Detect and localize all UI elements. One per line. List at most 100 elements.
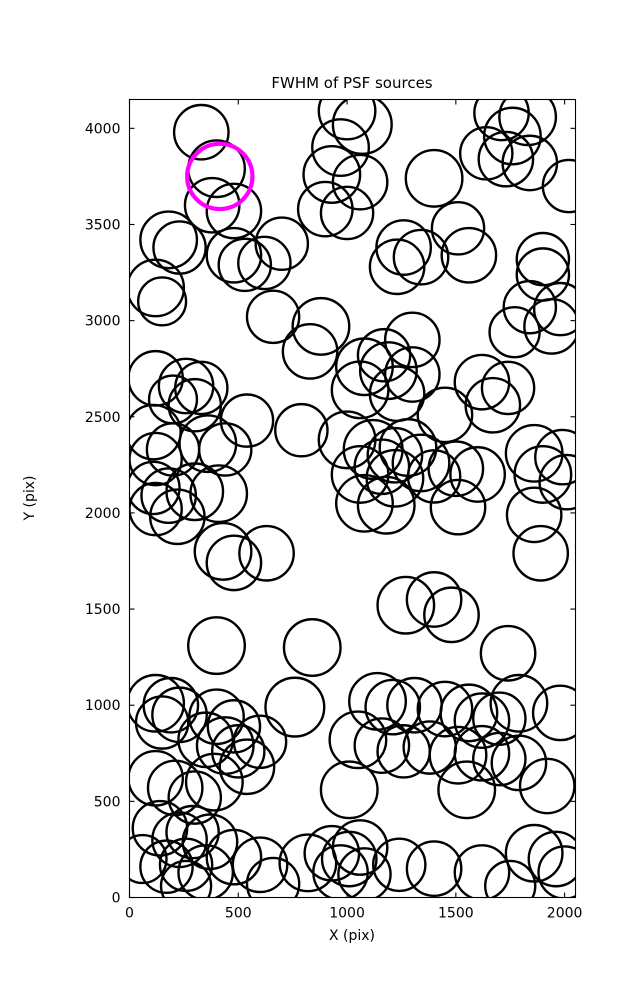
psf-source-circle	[427, 440, 485, 498]
psf-source-circle	[129, 460, 181, 516]
psf-source-circle	[515, 231, 571, 287]
axes-border	[128, 98, 577, 899]
y-tick-label: 2500	[85, 410, 121, 426]
psf-source-circle	[366, 426, 424, 484]
psf-source-circle	[453, 844, 511, 898]
psf-source-circle	[404, 148, 464, 208]
x-tick-label: 1000	[329, 906, 365, 922]
psf-source-circle	[129, 258, 186, 318]
psf-source-circle	[392, 228, 450, 286]
psf-source-circle	[505, 486, 563, 544]
selected-source-circle	[185, 141, 255, 212]
psf-source-circle	[319, 760, 379, 820]
y-axis-label: Y (pix)	[22, 476, 38, 522]
psf-source-circle	[302, 145, 362, 204]
psf-source-circle	[482, 106, 542, 166]
psf-source-circle	[330, 444, 390, 504]
psf-source-circle	[515, 247, 571, 302]
psf-source-circle	[375, 219, 433, 276]
psf-source-circle	[139, 210, 199, 270]
psf-source-circle	[205, 828, 263, 886]
psf-source-circle	[405, 571, 463, 628]
x-tick-label: 500	[225, 906, 252, 922]
y-tick-label: 0	[112, 891, 121, 907]
psf-source-circle	[205, 226, 263, 284]
psf-source-circle	[317, 99, 377, 141]
psf-source-circle	[238, 524, 295, 582]
psf-source-circle	[129, 749, 185, 807]
psf-source-circle	[356, 475, 416, 535]
psf-source-circle	[365, 448, 425, 508]
psf-source-circle	[537, 845, 576, 898]
psf-source-circle	[137, 276, 188, 327]
y-tick-label: 3000	[85, 314, 121, 330]
psf-source-circle	[437, 760, 497, 820]
psf-source-circle	[165, 804, 220, 860]
psf-source-circle	[134, 695, 190, 750]
psf-source-circle	[319, 185, 375, 241]
y-tick-label: 1000	[85, 698, 121, 714]
psf-source-circle	[184, 752, 244, 812]
psf-source-circle	[311, 118, 371, 178]
psf-source-circle	[513, 444, 573, 504]
psf-source-circle	[405, 840, 463, 898]
psf-source-circle	[129, 431, 183, 487]
psf-source-circle	[129, 481, 183, 537]
y-tick-label: 500	[94, 794, 121, 810]
psf-source-circle	[504, 823, 564, 883]
psf-source-circle	[498, 99, 558, 147]
psf-source-circle	[364, 678, 422, 736]
psf-source-circle	[281, 322, 339, 380]
page-title: FWHM of PSF sources	[271, 74, 432, 92]
psf-source-circle	[518, 757, 576, 815]
x-tick-label: 0	[125, 906, 134, 922]
axes-frame	[128, 98, 577, 899]
psf-source-circle	[423, 586, 480, 644]
psf-source-circle	[527, 830, 576, 888]
psf-sources-series	[129, 99, 576, 898]
psf-source-circle	[439, 683, 499, 743]
psf-source-circle	[480, 360, 536, 416]
psf-source-circle	[416, 680, 474, 738]
psf-source-circle	[534, 428, 576, 486]
x-tick-label: 2000	[547, 906, 583, 922]
psf-source-circle	[172, 103, 230, 161]
psf-source-circle	[291, 296, 351, 356]
x-axis-label: X (pix)	[329, 928, 375, 944]
psf-source-circle	[129, 673, 186, 733]
y-tick-label: 2000	[85, 506, 121, 522]
psf-source-circle	[167, 377, 223, 433]
y-axis-ticks: 0 500 1000 1500 2000 2500 3000 3500 4000	[85, 121, 576, 907]
psf-source-circle	[541, 158, 576, 214]
psf-source-circle	[449, 446, 506, 503]
psf-source-circle	[334, 473, 394, 533]
psf-source-circle	[205, 534, 263, 592]
psf-source-circle	[173, 360, 229, 416]
y-tick-label: 3500	[85, 217, 121, 233]
psf-source-circle	[219, 393, 275, 448]
selected-source-series	[185, 141, 255, 212]
psf-source-circle	[430, 201, 486, 256]
psf-source-circle	[368, 238, 426, 296]
y-tick-label: 4000	[85, 121, 121, 137]
psf-source-circle	[429, 478, 487, 536]
psf-source-circle	[254, 216, 310, 272]
psf-source-circle	[129, 349, 185, 407]
psf-source-circle	[440, 226, 498, 284]
psf-source-circle	[428, 725, 488, 785]
x-axis-ticks: 0 500 1000 1500 2000	[125, 99, 583, 922]
psf-source-circle	[464, 376, 522, 434]
psf-source-circle	[264, 676, 326, 738]
psf-source-circle	[484, 859, 537, 898]
psf-source-circle	[245, 289, 301, 345]
psf-source-circle	[348, 671, 407, 731]
psf-source-circle	[406, 449, 462, 504]
psf-source-circle	[489, 673, 549, 733]
psf-source-circle	[538, 453, 576, 511]
psf-source-circle	[376, 575, 436, 635]
psf-source-circle	[531, 684, 576, 742]
psf-source-circle	[331, 99, 393, 156]
psf-source-circle	[488, 305, 541, 359]
